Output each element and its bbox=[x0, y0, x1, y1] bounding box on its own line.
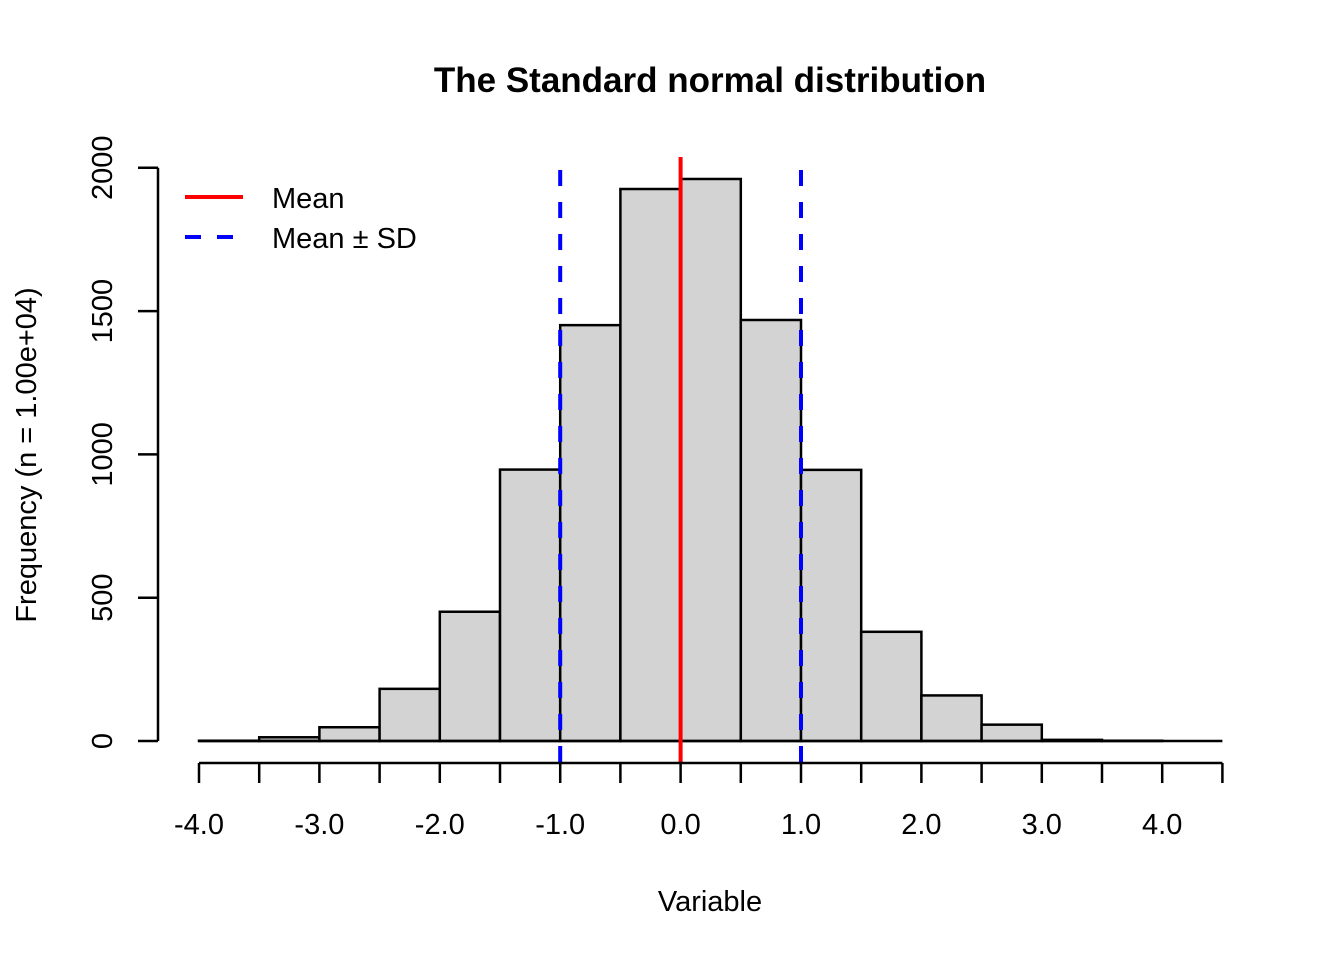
histogram-bar bbox=[799, 468, 863, 743]
x-tick-label: 3.0 bbox=[1022, 809, 1062, 841]
y-tick-label: 500 bbox=[87, 574, 119, 622]
x-tick-label: 2.0 bbox=[901, 809, 941, 841]
x-tick-label: 4.0 bbox=[1142, 809, 1182, 841]
x-tick-label: -2.0 bbox=[415, 809, 465, 841]
legend: Mean Mean ± SD bbox=[185, 183, 417, 255]
x-tick-label: 0.0 bbox=[660, 809, 700, 841]
x-tick-label: -3.0 bbox=[294, 809, 344, 841]
legend-label-mean-sd: Mean ± SD bbox=[272, 223, 417, 255]
histogram-bar bbox=[679, 177, 743, 743]
histogram-bar bbox=[498, 468, 562, 743]
histogram-bar bbox=[378, 687, 442, 743]
y-tick-label: 2000 bbox=[87, 136, 119, 201]
y-tick-label: 0 bbox=[87, 733, 119, 749]
y-tick-label: 1000 bbox=[87, 422, 119, 487]
y-tick-label: 1500 bbox=[87, 279, 119, 344]
x-tick-label: 1.0 bbox=[781, 809, 821, 841]
histogram-bar bbox=[859, 630, 923, 743]
histogram-bar bbox=[619, 187, 682, 743]
x-tick-label: -1.0 bbox=[535, 809, 585, 841]
x-axis-label: Variable bbox=[658, 886, 762, 918]
legend-label-mean: Mean bbox=[272, 183, 345, 215]
reference-lines-group bbox=[558, 157, 803, 763]
x-tick-label: -4.0 bbox=[174, 809, 224, 841]
histogram-bar bbox=[318, 725, 381, 743]
histogram-bar bbox=[739, 318, 803, 743]
histogram-bar bbox=[558, 323, 622, 743]
y-axis-label: Frequency (n = 1.00e+04) bbox=[11, 287, 43, 622]
bars-group bbox=[197, 177, 1223, 743]
histogram-bar bbox=[980, 723, 1044, 743]
histogram-bar bbox=[438, 610, 502, 743]
x-axis: -4.0 -3.0 -2.0 -1.0 0.0 1.0 2.0 3.0 4.0 bbox=[174, 761, 1224, 841]
chart-title: The Standard normal distribution bbox=[434, 61, 986, 100]
histogram-bar bbox=[920, 694, 983, 743]
y-axis: 0 500 1000 1500 2000 bbox=[87, 136, 160, 749]
